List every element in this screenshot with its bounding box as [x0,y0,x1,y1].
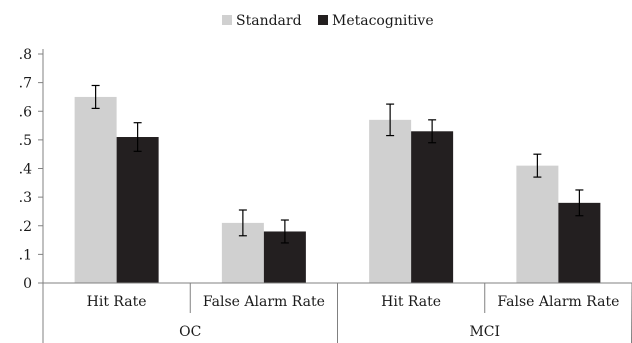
error-bar [386,103,395,137]
legend-swatch-metacognitive [318,15,328,25]
y-tick-label: .5 [19,133,32,149]
x-axis: Hit Rate False Alarm Rate Hit Rate False Al… [42,282,632,343]
y-tick-label: .6 [19,104,32,120]
bar-standard-mci-false-alarm-rate [516,165,559,283]
legend-label-standard: Standard [236,13,302,29]
error-bar [238,209,247,237]
error-bar [533,153,542,178]
y-tick-label: .8 [19,47,32,63]
x-group-label: MCI [469,324,500,340]
error-bar [280,219,289,244]
y-tick-label: .4 [19,162,32,178]
error-bar [133,122,142,152]
error-bar [575,189,584,217]
y-tick-label: .3 [19,190,32,206]
legend-swatch-standard [222,15,232,25]
y-tick-label: .2 [19,219,32,235]
bars [74,96,601,284]
x-category-label: Hit Rate [381,294,441,310]
legend-label-metacognitive: Metacognitive [332,13,434,29]
y-tick-label: .7 [19,76,32,92]
x-category-label: False Alarm Rate [203,294,325,310]
y-axis: 0 .1 .2 .3 .4 .5 .6 .7 .8 [19,47,44,292]
bar-metacognitive-oc-hit-rate [116,137,159,283]
x-group-label: OC [179,324,201,340]
error-bar [428,119,437,144]
error-bars [91,84,584,244]
bar-metacognitive-mci-hit-rate [411,131,454,283]
bar-standard-mci-hit-rate [369,119,412,284]
y-tick-label: .1 [19,247,32,263]
legend: Standard Metacognitive [222,13,434,29]
error-bar [91,84,100,109]
y-tick-label: 0 [23,276,32,292]
x-category-label: False Alarm Rate [497,294,619,310]
x-category-label: Hit Rate [87,294,147,310]
bar-standard-oc-hit-rate [74,96,117,283]
